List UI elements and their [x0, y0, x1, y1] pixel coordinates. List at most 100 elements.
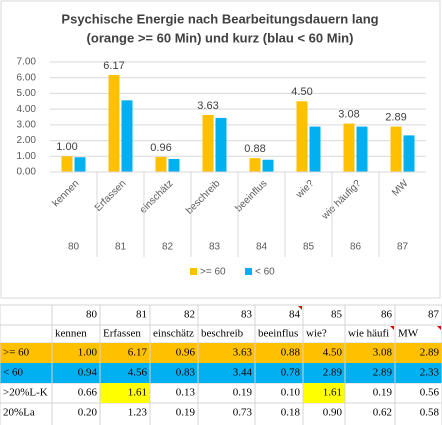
bar — [403, 135, 415, 172]
bar — [215, 117, 227, 172]
table-cell: 4.50 — [323, 347, 343, 359]
data-label: 0.96 — [150, 142, 171, 154]
legend-label: >= 60 — [200, 267, 226, 278]
cell-highlight — [100, 383, 150, 403]
bar — [74, 157, 86, 172]
table-header-name: wie häufi — [348, 328, 389, 340]
table-cell: 0.96 — [176, 347, 196, 359]
table-header-number: 86 — [381, 309, 393, 321]
table-header-name: beeinflus — [258, 328, 298, 340]
legend-swatch — [190, 268, 197, 275]
table-cell: 1.23 — [128, 407, 148, 419]
bar — [356, 126, 368, 172]
y-tick-label: 0.00 — [17, 167, 37, 178]
x-tick-number: 87 — [397, 242, 409, 253]
table-header-number: 83 — [241, 309, 253, 321]
data-label: 6.17 — [103, 60, 124, 72]
y-tick-label: 5.00 — [17, 88, 37, 99]
table-cell: 2.89 — [323, 367, 343, 379]
table-cell: 0.20 — [78, 407, 98, 419]
x-tick-number: 80 — [68, 242, 80, 253]
x-tick-number: 83 — [209, 242, 221, 253]
bar — [168, 158, 180, 172]
table-cell: 2.89 — [420, 347, 440, 359]
table-cell: 3.08 — [373, 347, 393, 359]
bar — [262, 159, 274, 172]
table-header-name: wie? — [306, 328, 327, 340]
data-label: 3.08 — [338, 109, 359, 121]
bar — [249, 158, 261, 172]
table-cell: 0.13 — [176, 387, 196, 399]
bar — [202, 114, 214, 172]
y-tick-label: 1.00 — [17, 151, 37, 162]
bar — [155, 156, 167, 172]
table-cell: 0.90 — [323, 407, 343, 419]
row-fill — [0, 363, 442, 383]
table-cell: 2.89 — [373, 367, 393, 379]
table-cell: 1.61 — [128, 387, 147, 399]
table-header-name: MW — [398, 328, 419, 340]
table-cell: 0.19 — [233, 387, 253, 399]
row-label: >= 60 — [3, 347, 30, 359]
data-label: 3.63 — [197, 100, 218, 112]
cell-highlight — [303, 383, 345, 403]
bar — [390, 126, 402, 172]
table-cell: 0.10 — [281, 387, 301, 399]
x-tick-number: 85 — [303, 242, 315, 253]
table-cell: 0.62 — [373, 407, 392, 419]
table-header-name: einschätz — [153, 328, 194, 340]
bar — [343, 123, 355, 172]
table-cell: 0.78 — [281, 367, 301, 379]
data-label: 2.89 — [385, 111, 406, 123]
bar — [121, 100, 133, 172]
comment-marker — [390, 326, 394, 330]
table-header-name: kennen — [55, 328, 87, 340]
table-header-number: 80 — [86, 309, 98, 321]
table-header-number: 84 — [289, 309, 301, 321]
table-cell: 1.61 — [323, 387, 342, 399]
chart-subtitle: (orange >= 60 Min) und kurz (blau < 60 M… — [87, 30, 354, 45]
table-cell: 2.33 — [420, 367, 440, 379]
table-header-number: 87 — [428, 309, 440, 321]
x-tick-number: 86 — [350, 242, 362, 253]
comment-marker — [298, 306, 302, 310]
data-label: 4.50 — [291, 86, 312, 98]
table-cell: 0.18 — [281, 407, 301, 419]
table-cell: 0.66 — [78, 387, 98, 399]
table-cell: 4.56 — [128, 367, 148, 379]
table-cell: 0.19 — [176, 407, 196, 419]
row-fill — [0, 343, 442, 363]
bar — [309, 126, 321, 172]
table-cell: 3.44 — [233, 367, 253, 379]
bar — [108, 75, 120, 172]
bar — [61, 156, 73, 172]
y-tick-label: 7.00 — [17, 57, 37, 68]
table-cell: 0.83 — [176, 367, 196, 379]
table-cell: 1.00 — [78, 347, 98, 359]
table-cell: 0.56 — [420, 387, 440, 399]
table-cell: 0.88 — [281, 347, 301, 359]
table-header-number: 82 — [184, 309, 195, 321]
x-tick-number: 84 — [256, 242, 268, 253]
bar — [296, 101, 308, 172]
data-label: 1.00 — [56, 141, 77, 153]
legend-label: < 60 — [255, 267, 275, 278]
table-cell: 0.19 — [373, 387, 393, 399]
table-header-number: 85 — [331, 309, 343, 321]
y-tick-label: 2.00 — [17, 135, 37, 146]
data-label: 0.88 — [244, 143, 265, 155]
chart-title: Psychische Energie nach Bearbeitungsdaue… — [61, 11, 378, 26]
row-label: 20%La — [3, 407, 35, 419]
row-label: >20%L-K — [3, 387, 48, 399]
y-tick-label: 3.00 — [17, 119, 37, 130]
y-tick-label: 6.00 — [17, 72, 37, 83]
table-cell: 0.58 — [420, 407, 440, 419]
legend-swatch — [245, 268, 252, 275]
y-tick-label: 4.00 — [17, 104, 37, 115]
x-tick-number: 81 — [115, 242, 127, 253]
row-label: < 60 — [3, 367, 23, 379]
comment-marker — [437, 326, 441, 330]
table-cell: 6.17 — [128, 347, 148, 359]
table-cell: 3.63 — [233, 347, 253, 359]
